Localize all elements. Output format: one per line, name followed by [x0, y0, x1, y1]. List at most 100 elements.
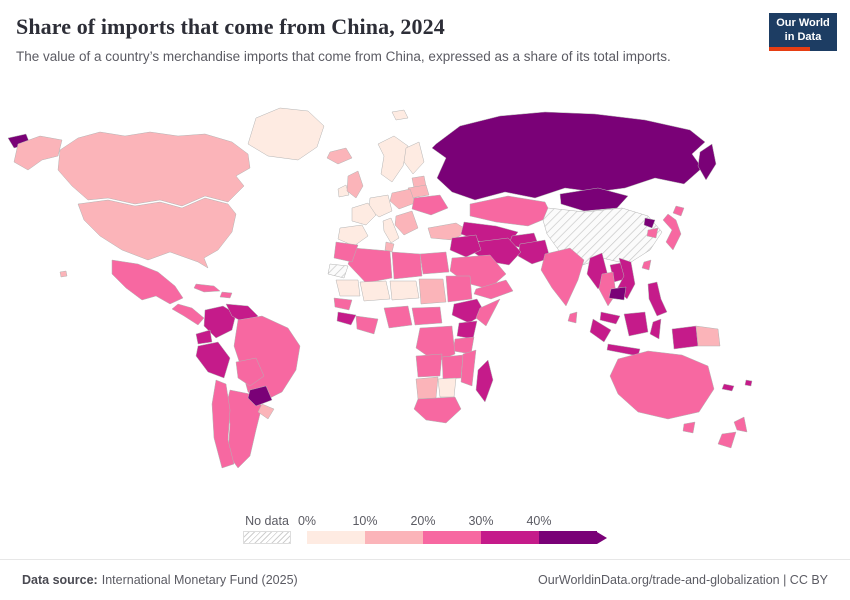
map-region-south-africa[interactable]: [413, 396, 462, 424]
legend-bin-3[interactable]: [481, 531, 539, 544]
map-region-namibia[interactable]: [415, 376, 439, 400]
map-legend: No data 0% 10% 20% 30% 40%: [243, 514, 607, 544]
map-region-uk[interactable]: [346, 170, 364, 199]
map-region-fiji[interactable]: [744, 379, 753, 387]
map-region-bolivia[interactable]: [235, 357, 265, 387]
legend-bin-2[interactable]: [423, 531, 481, 544]
map-region-ivory-ghana[interactable]: [355, 315, 379, 335]
map-region-italy[interactable]: [382, 217, 400, 244]
map-region-poland[interactable]: [389, 188, 416, 210]
map-region-mali[interactable]: [359, 280, 391, 302]
map-region-peru[interactable]: [195, 341, 231, 379]
legend-tick-labels: 0% 10% 20% 30% 40%: [298, 514, 597, 531]
map-region-angola[interactable]: [415, 353, 443, 378]
map-region-indonesia-sumatra[interactable]: [589, 318, 612, 343]
map-region-malaysia[interactable]: [599, 311, 621, 325]
map-region-mozambique[interactable]: [460, 349, 477, 387]
map-region-hispaniola[interactable]: [219, 291, 233, 299]
map-region-south-korea[interactable]: [646, 227, 659, 239]
map-region-botswana[interactable]: [437, 377, 457, 398]
chart-subtitle: The value of a country’s merchandise imp…: [16, 49, 671, 64]
map-region-senegal[interactable]: [333, 297, 353, 311]
map-region-japan[interactable]: [662, 213, 682, 251]
map-region-kazakhstan[interactable]: [469, 195, 553, 227]
legend-no-data[interactable]: No data: [243, 514, 291, 544]
no-data-swatch[interactable]: [243, 531, 291, 544]
map-region-iberia[interactable]: [337, 224, 369, 247]
map-region-sudan[interactable]: [445, 275, 473, 303]
owid-attribution-link[interactable]: OurWorldinData.org/trade-and-globalizati…: [538, 573, 828, 587]
map-region-north-korea[interactable]: [643, 217, 656, 229]
owid-logo[interactable]: Our World in Data: [769, 13, 837, 51]
map-region-cambodia[interactable]: [608, 286, 627, 301]
map-region-tunisia[interactable]: [384, 241, 395, 253]
legend-color-scale: 0% 10% 20% 30% 40%: [298, 514, 607, 544]
map-region-madagascar[interactable]: [475, 359, 494, 403]
map-region-new-zealand-north[interactable]: [733, 416, 748, 433]
map-region-balkans[interactable]: [394, 210, 419, 236]
map-region-indonesia-sulawesi[interactable]: [649, 318, 662, 340]
map-region-indonesia-papua[interactable]: [671, 325, 699, 350]
map-region-chad[interactable]: [418, 278, 447, 305]
map-region-taiwan[interactable]: [641, 259, 652, 271]
map-region-ecuador[interactable]: [195, 329, 213, 345]
map-region-mexico[interactable]: [111, 259, 184, 305]
map-region-cameroon[interactable]: [411, 306, 443, 326]
map-region-sri-lanka[interactable]: [567, 311, 578, 324]
map-region-guinea[interactable]: [336, 311, 357, 326]
page-title: Share of imports that come from China, 2…: [16, 14, 445, 39]
map-region-iceland[interactable]: [326, 147, 353, 165]
map-region-greenland[interactable]: [247, 107, 325, 161]
map-region-paraguay[interactable]: [247, 385, 273, 407]
map-region-central-america[interactable]: [171, 303, 205, 326]
map-region-hawaii[interactable]: [59, 270, 68, 278]
data-source-value: International Monetary Fund (2025): [101, 573, 298, 587]
map-region-mauritania[interactable]: [335, 279, 361, 297]
map-region-morocco[interactable]: [333, 241, 359, 263]
map-region-somalia[interactable]: [475, 298, 501, 327]
map-region-russia[interactable]: [431, 111, 706, 201]
map-region-scandinavia[interactable]: [377, 135, 409, 183]
map-region-cuba[interactable]: [193, 283, 221, 293]
map-region-niger[interactable]: [389, 280, 420, 301]
map-region-new-caledonia[interactable]: [721, 383, 735, 392]
map-region-mongolia[interactable]: [559, 187, 629, 212]
legend-bin-4[interactable]: [539, 531, 597, 544]
map-region-ireland[interactable]: [337, 184, 350, 198]
legend-bin-0[interactable]: [307, 531, 365, 544]
map-region-svalbard[interactable]: [391, 109, 409, 121]
map-region-yemen-oman[interactable]: [473, 279, 514, 300]
map-region-philippines[interactable]: [647, 281, 668, 317]
map-region-egypt[interactable]: [419, 251, 450, 275]
map-region-japan-hokkaido[interactable]: [672, 205, 685, 217]
map-region-australia[interactable]: [609, 350, 715, 420]
map-region-libya[interactable]: [391, 251, 423, 280]
map-region-kenya[interactable]: [456, 320, 478, 340]
map-region-new-zealand-south[interactable]: [717, 431, 737, 449]
map-region-papua-new-guinea[interactable]: [695, 325, 721, 347]
map-region-western-sahara[interactable]: [327, 263, 349, 279]
map-region-tasmania[interactable]: [682, 421, 696, 434]
map-region-ukraine[interactable]: [411, 194, 449, 216]
map-region-turkey[interactable]: [427, 222, 470, 241]
map-region-usa[interactable]: [77, 197, 237, 269]
legend-color-bar: [307, 531, 607, 544]
map-region-russia-kamchatka[interactable]: [697, 143, 717, 181]
map-region-india[interactable]: [540, 247, 585, 307]
map-region-indonesia-borneo[interactable]: [623, 311, 649, 337]
chart-header: Share of imports that come from China, 2…: [16, 14, 740, 66]
world-map[interactable]: [0, 92, 850, 510]
map-region-uruguay[interactable]: [257, 403, 275, 420]
map-region-finland[interactable]: [403, 141, 425, 175]
legend-bin-1[interactable]: [365, 531, 423, 544]
map-region-alaska[interactable]: [13, 135, 63, 171]
map-region-colombia[interactable]: [203, 305, 237, 339]
map-region-zambia-zimbabwe[interactable]: [441, 354, 464, 380]
map-region-iraq-syria[interactable]: [449, 234, 482, 258]
map-region-france[interactable]: [351, 202, 377, 226]
legend-arrow: [597, 531, 607, 544]
map-region-canada[interactable]: [57, 131, 251, 207]
map-region-chile[interactable]: [211, 379, 235, 469]
map-region-nigeria[interactable]: [383, 305, 413, 329]
